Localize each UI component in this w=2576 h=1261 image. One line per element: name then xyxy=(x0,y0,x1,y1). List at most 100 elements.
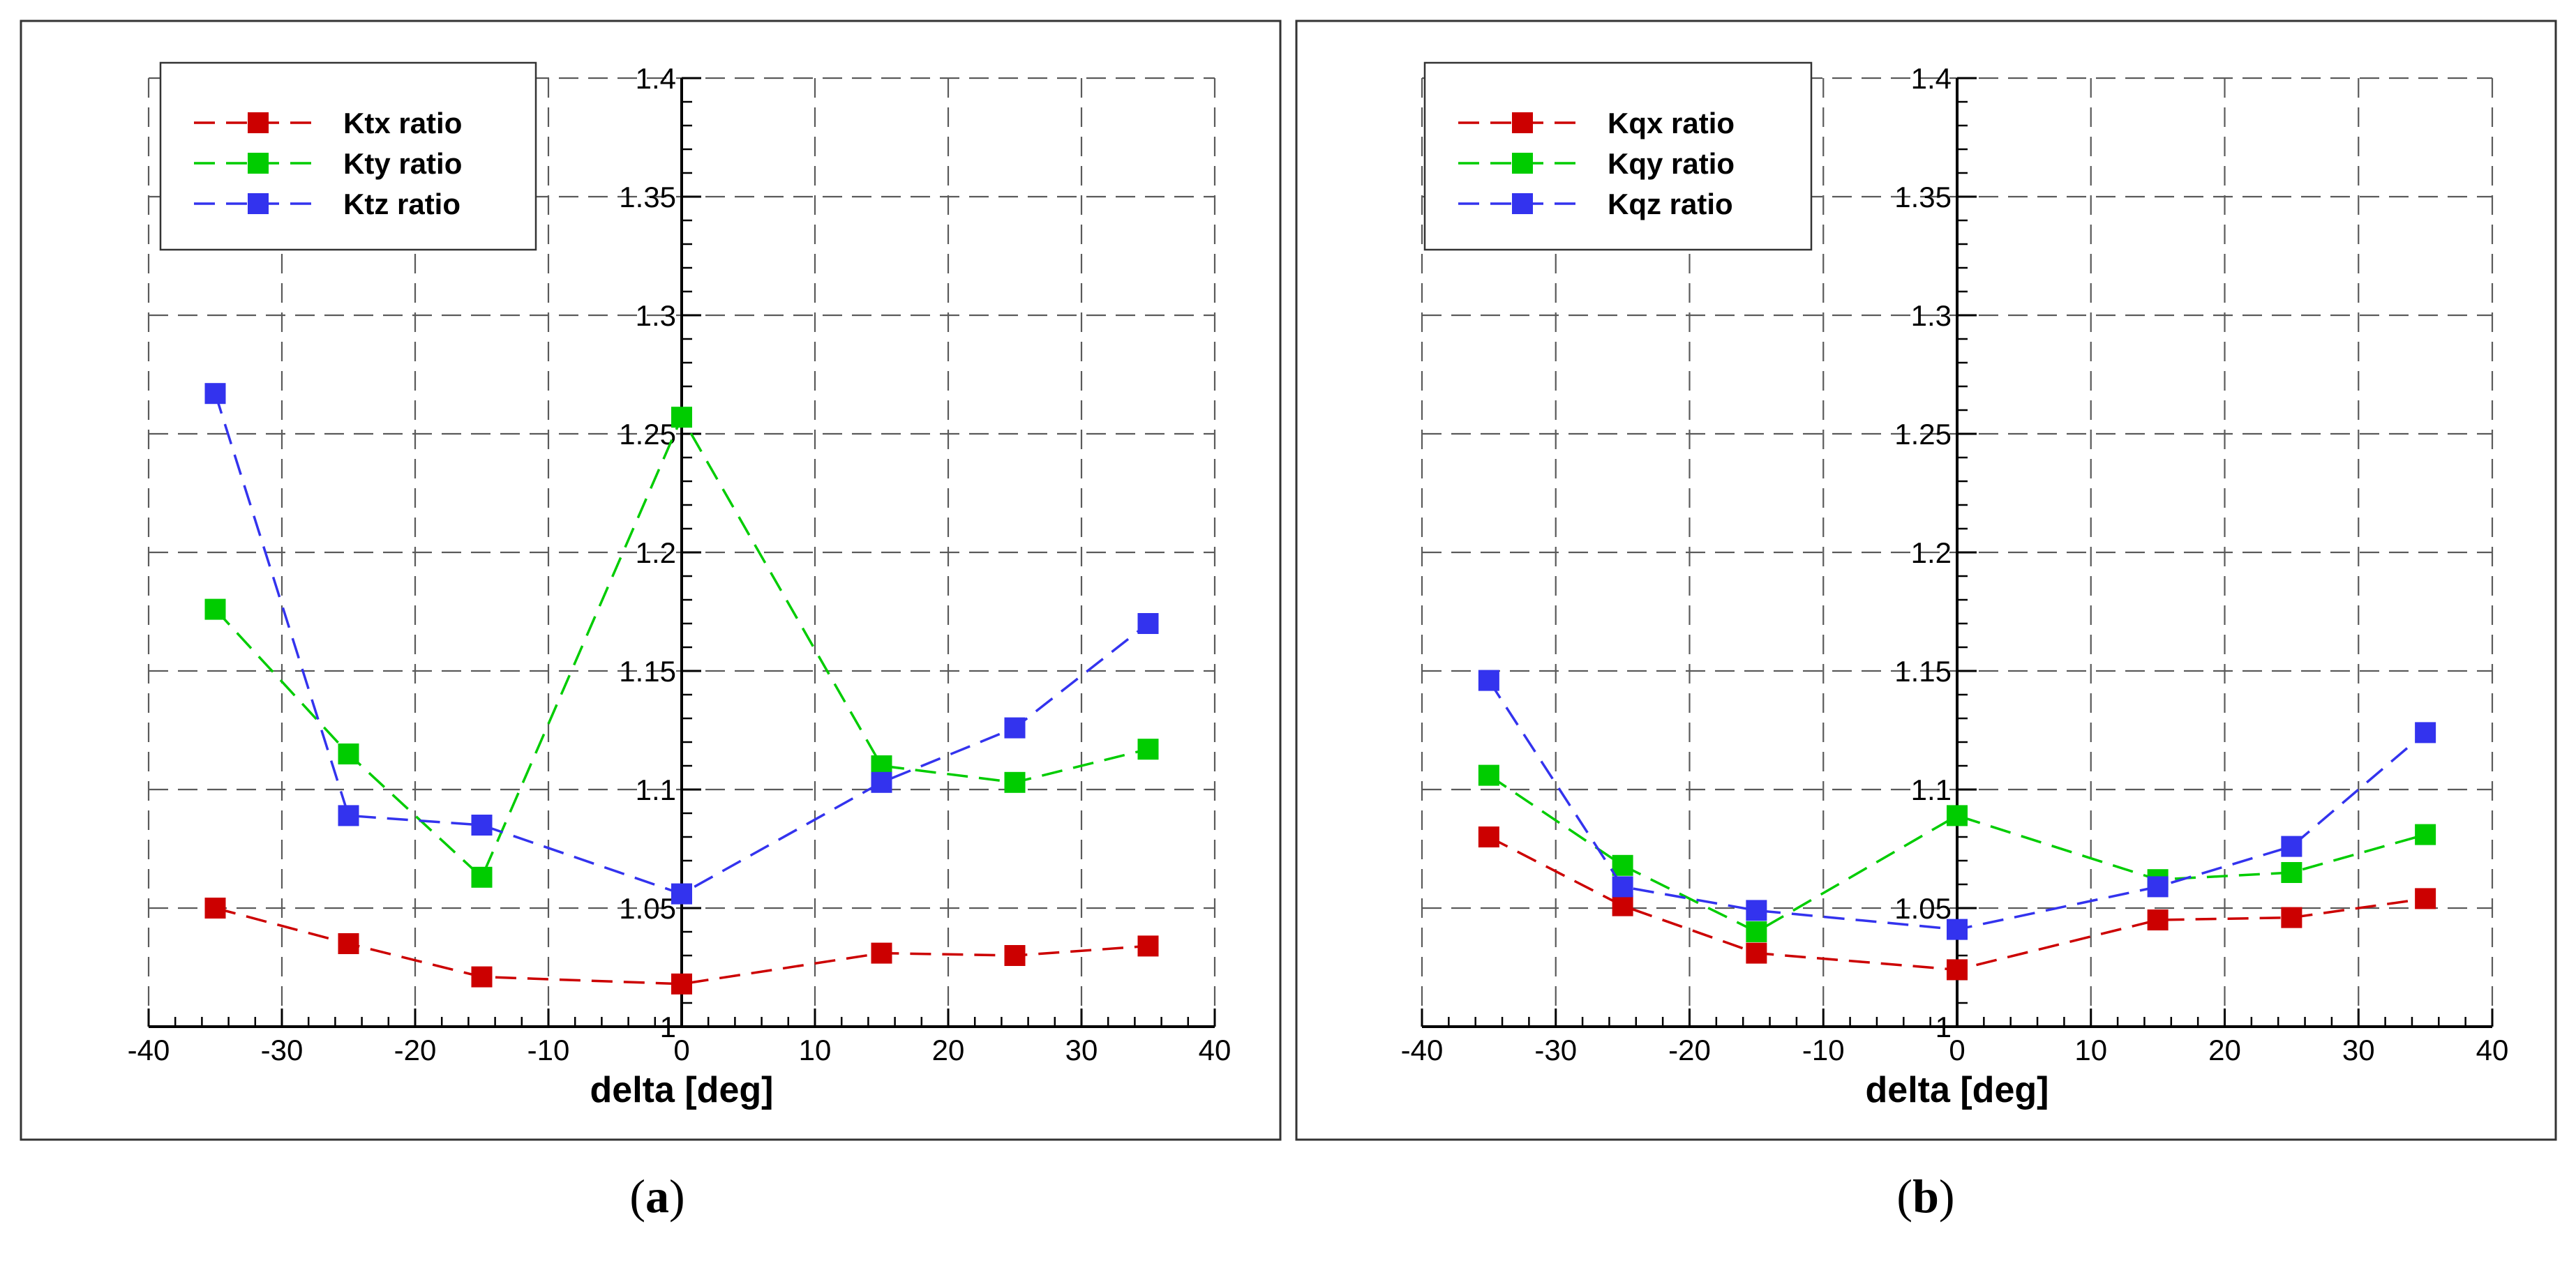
x-tick-label: 10 xyxy=(2074,1034,2107,1066)
data-point xyxy=(204,898,226,919)
y-tick-label: 1.2 xyxy=(636,536,676,569)
y-tick-label: 1.35 xyxy=(1894,181,1952,213)
legend-marker xyxy=(1512,112,1533,133)
legend-box xyxy=(159,61,537,251)
data-point xyxy=(1947,805,1968,826)
data-point xyxy=(1612,895,1633,916)
data-point xyxy=(1746,900,1767,921)
x-tick-label: 40 xyxy=(2476,1034,2509,1066)
y-tick-label: 1.35 xyxy=(619,181,676,213)
series-0 xyxy=(1478,826,2436,981)
legend-marker xyxy=(248,112,269,133)
y-tick-label: 1.05 xyxy=(1894,892,1952,925)
y-tick-label: 1 xyxy=(1935,1011,1952,1043)
chart-panel-a: -40 -30 -20 -10 0 10 20 30 40 1 1.05 1.1 1.15 1.2 1.25… xyxy=(20,20,1282,1223)
data-point xyxy=(1137,613,1159,634)
data-point xyxy=(1746,942,1767,964)
legend-label: Kqx ratio xyxy=(1608,107,1735,139)
y-tick-label: 1.1 xyxy=(1911,773,1952,806)
legend-marker xyxy=(248,153,269,174)
data-point xyxy=(338,805,359,826)
data-point xyxy=(471,966,493,988)
y-tick-label: 1.05 xyxy=(619,892,676,925)
series-1 xyxy=(1478,764,2436,942)
y-tick-label: 1.4 xyxy=(1911,62,1952,95)
y-tick-label: 1.3 xyxy=(1911,299,1952,332)
data-point xyxy=(2415,824,2436,845)
data-point xyxy=(1137,739,1159,760)
data-point xyxy=(471,815,493,836)
data-point xyxy=(338,933,359,954)
data-point xyxy=(1612,876,1633,898)
legend: Ktx ratio Kty ratio Ktz ratio xyxy=(159,61,537,251)
data-point xyxy=(2415,888,2436,909)
data-point xyxy=(2281,907,2302,928)
data-point xyxy=(2415,722,2436,743)
chart-panel-b: -40 -30 -20 -10 0 10 20 30 40 1 1.05 1.1 1.15 1.2 1.25… xyxy=(1295,20,2557,1223)
data-point xyxy=(1004,717,1026,739)
y-tick-label: 1.4 xyxy=(636,62,676,95)
data-point xyxy=(1612,854,1633,876)
data-point xyxy=(671,973,692,995)
x-tick-label: 0 xyxy=(673,1034,689,1066)
panel-caption: (a) xyxy=(629,1170,684,1223)
data-point xyxy=(2147,909,2169,930)
data-point xyxy=(1746,921,1767,942)
data-point xyxy=(1947,919,1968,940)
data-point xyxy=(2147,876,2169,898)
data-point xyxy=(1137,935,1159,957)
data-point xyxy=(2281,862,2302,883)
legend-label: Kty ratio xyxy=(343,147,462,180)
data-point xyxy=(1004,771,1026,793)
x-tick-label: 10 xyxy=(799,1034,832,1066)
x-tick-label: -20 xyxy=(1668,1034,1711,1066)
series-2 xyxy=(1478,670,2436,940)
data-point xyxy=(871,942,892,964)
x-tick-label: -40 xyxy=(128,1034,170,1066)
x-tick-label: 20 xyxy=(932,1034,965,1066)
y-tick-label: 1.25 xyxy=(619,418,676,451)
legend-label: Kqy ratio xyxy=(1608,147,1735,180)
y-tick-label: 1.25 xyxy=(1894,418,1952,451)
data-point xyxy=(671,407,692,428)
legend-marker xyxy=(1512,153,1533,174)
x-tick-label: 30 xyxy=(1065,1034,1098,1066)
legend-marker xyxy=(248,193,269,214)
legend-label: Kqz ratio xyxy=(1608,188,1733,220)
legend: Kqx ratio Kqy ratio Kqz ratio xyxy=(1423,61,1813,251)
legend-label: Ktz ratio xyxy=(343,188,460,220)
panel-frame xyxy=(20,20,1282,1141)
x-tick-label: -30 xyxy=(1534,1034,1577,1066)
series-2 xyxy=(204,383,1159,905)
x-tick-label: -10 xyxy=(1802,1034,1845,1066)
x-tick-label: -10 xyxy=(527,1034,570,1066)
legend-box xyxy=(1423,61,1813,251)
y-tick-label: 1.15 xyxy=(1894,655,1952,688)
data-point xyxy=(2281,836,2302,857)
x-tick-label: -40 xyxy=(1401,1034,1444,1066)
legend-marker xyxy=(1512,193,1533,214)
data-point xyxy=(204,383,226,405)
x-tick-label: 0 xyxy=(1949,1034,1965,1066)
legend-label: Ktx ratio xyxy=(343,107,462,139)
data-point xyxy=(671,883,692,905)
x-tick-label: 20 xyxy=(2208,1034,2241,1066)
series-0 xyxy=(204,898,1159,995)
x-tick-label: 40 xyxy=(1199,1034,1231,1066)
x-axis-title: delta [deg] xyxy=(1866,1070,2049,1110)
data-point xyxy=(1478,764,1499,786)
y-tick-label: 1 xyxy=(660,1011,676,1043)
x-tick-label: -20 xyxy=(394,1034,437,1066)
data-point xyxy=(1478,670,1499,691)
x-tick-label: 30 xyxy=(2342,1034,2375,1066)
data-point xyxy=(871,771,892,793)
y-tick-label: 1.15 xyxy=(619,655,676,688)
panel-frame xyxy=(1295,20,2557,1141)
data-point xyxy=(1947,959,1968,981)
panel-caption: (b) xyxy=(1896,1170,1954,1223)
x-axis-title: delta [deg] xyxy=(590,1070,774,1110)
data-point xyxy=(338,743,359,764)
y-tick-label: 1.3 xyxy=(636,299,676,332)
data-point xyxy=(1478,826,1499,847)
